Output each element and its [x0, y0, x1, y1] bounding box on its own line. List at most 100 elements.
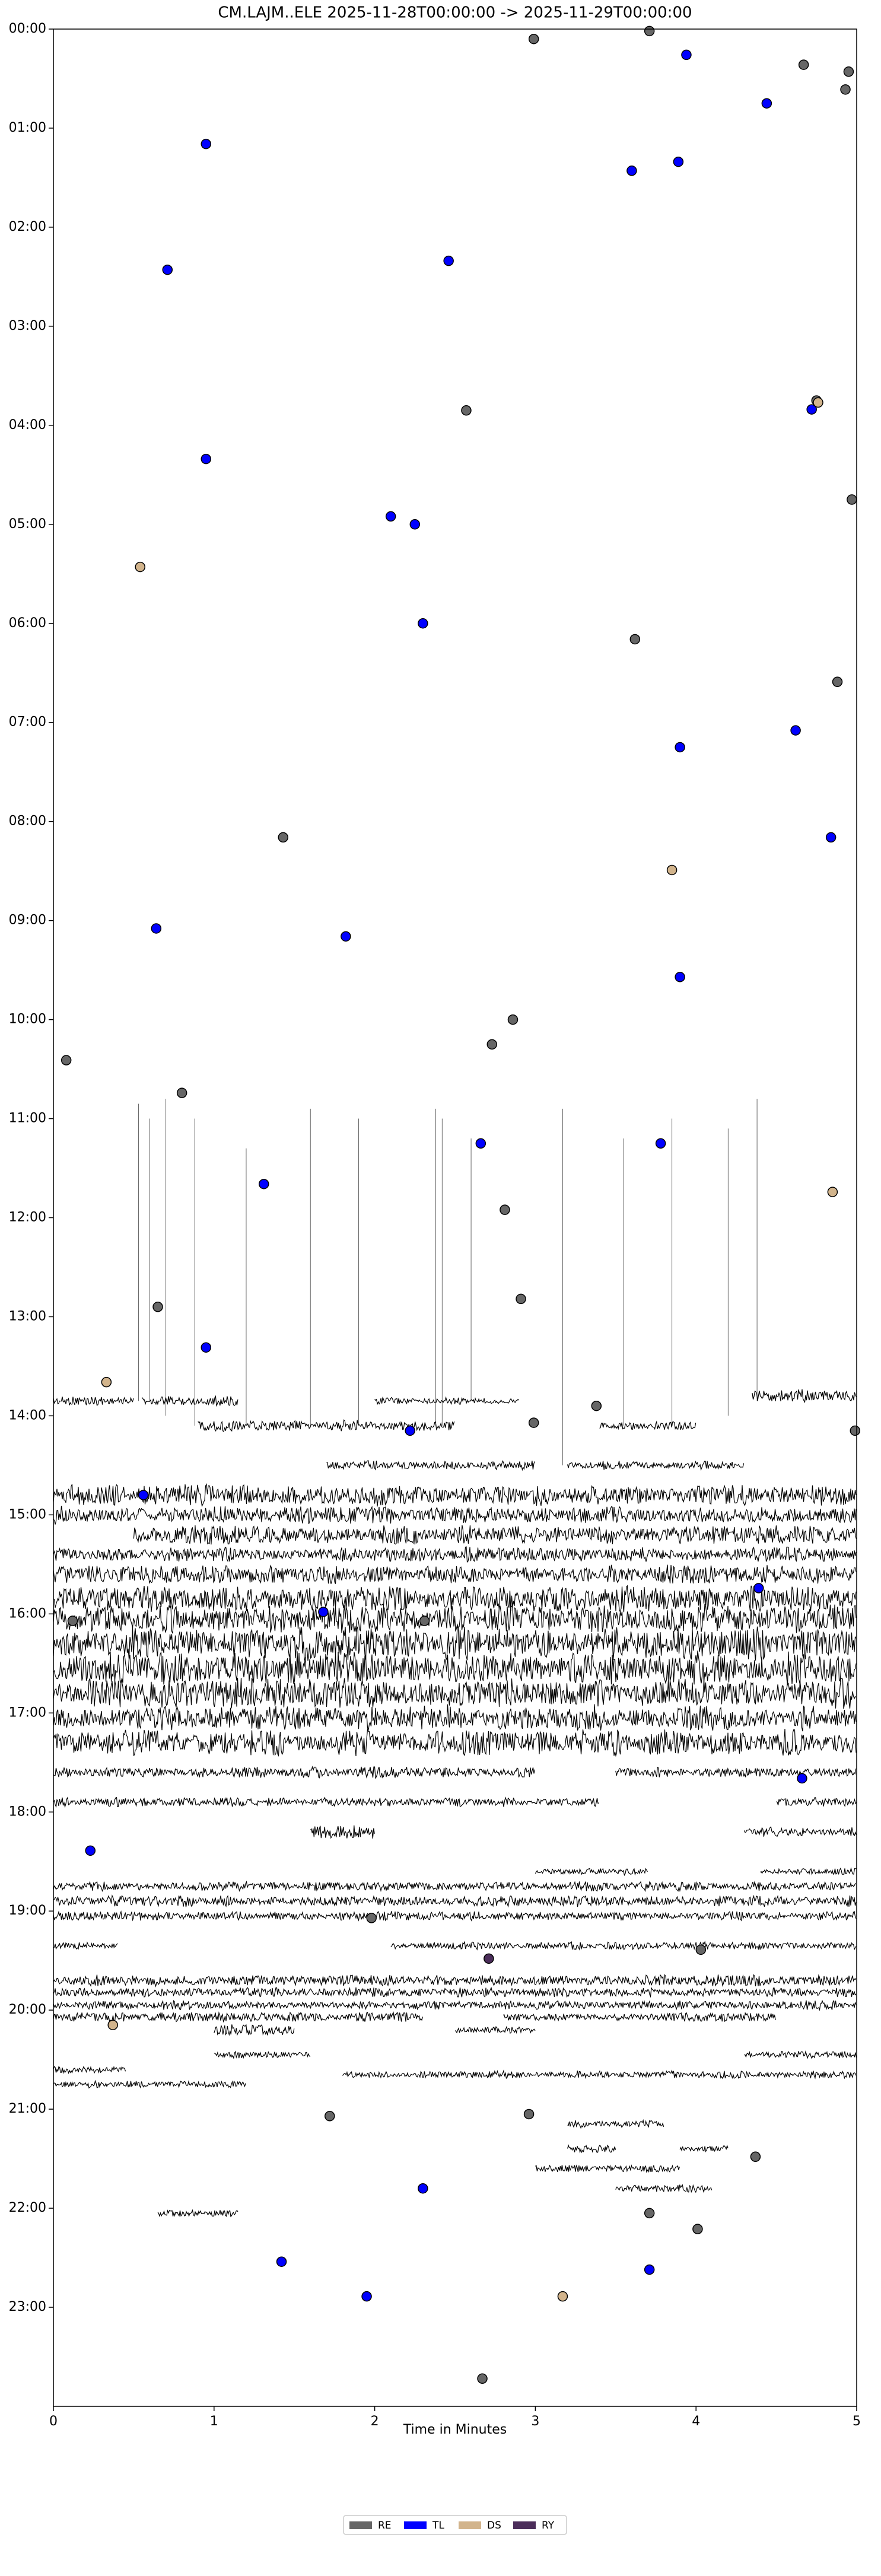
event-marker: [486, 1039, 498, 1050]
y-tick-label: 06:00: [9, 616, 46, 631]
waveform-trace: [214, 2024, 295, 2036]
waveform-trace: [743, 1826, 857, 1837]
y-tick-label: 04:00: [9, 418, 46, 432]
event-marker: [418, 618, 428, 629]
event-marker: [135, 561, 145, 573]
y-tick-label: 19:00: [9, 1903, 46, 1918]
event-marker: [325, 2111, 335, 2122]
waveform-trace: [53, 1505, 857, 1525]
event-marker: [361, 2291, 372, 2302]
y-tick-label: 02:00: [9, 220, 46, 234]
waveform-trace: [752, 1389, 857, 1404]
event-marker: [507, 1014, 519, 1025]
plot-area: [53, 26, 861, 2384]
event-marker: [528, 1417, 539, 1428]
waveform-trace: [157, 2209, 238, 2218]
event-marker: [484, 1953, 494, 1964]
waveform-trace: [776, 1797, 857, 1808]
event-marker: [258, 1178, 269, 1190]
event-marker: [85, 1845, 96, 1856]
event-marker: [813, 397, 823, 408]
event-marker: [557, 2291, 568, 2302]
waveform-trace: [679, 2144, 729, 2153]
x-axis-label: Time in Minutes: [403, 2422, 507, 2437]
waveform-trace: [53, 1704, 857, 1732]
waveform-trace: [198, 1419, 455, 1432]
x-tick-label: 0: [49, 2414, 58, 2429]
waveform-trace: [53, 1910, 857, 1922]
waveform-trace: [326, 1460, 535, 1471]
x-tick-label: 4: [692, 2414, 700, 2429]
waveform-trace: [141, 1395, 238, 1407]
x-tick-label: 1: [210, 2414, 218, 2429]
event-marker: [675, 972, 685, 982]
x-tick-label: 3: [531, 2414, 539, 2429]
event-marker: [790, 725, 801, 736]
event-marker: [827, 1187, 838, 1197]
event-marker: [366, 1913, 377, 1923]
waveform-trace: [53, 1650, 857, 1685]
event-marker: [840, 84, 851, 95]
waveform-trace: [53, 1999, 857, 2011]
event-marker: [176, 1087, 187, 1098]
waveform-trace: [53, 1585, 857, 1613]
y-tick-label: 03:00: [9, 319, 46, 333]
event-marker: [629, 634, 641, 645]
waveform-trace: [567, 2144, 616, 2154]
event-marker: [666, 864, 678, 876]
waveform-trace: [53, 1986, 857, 1998]
event-marker: [162, 264, 173, 275]
y-tick-label: 16:00: [9, 1606, 46, 1621]
legend-label: RY: [542, 2520, 555, 2532]
y-tick-label: 05:00: [9, 517, 46, 532]
waveform-trace: [53, 1880, 857, 1893]
event-marker: [341, 931, 351, 942]
event-marker: [750, 2151, 761, 2162]
event-marker: [477, 2373, 488, 2384]
waveform-trace: [374, 1396, 520, 1405]
event-marker: [523, 2108, 535, 2120]
event-marker: [61, 1055, 72, 1066]
y-tick-label: 22:00: [9, 2200, 46, 2215]
event-marker: [681, 49, 692, 61]
event-marker: [138, 1490, 149, 1500]
legend-swatch: [404, 2521, 427, 2529]
waveform-trace: [615, 2184, 713, 2193]
legend: RE TL DS RY: [343, 2515, 567, 2535]
chart-title: CM.LAJM..ELE 2025-11-28T00:00:00 -> 2025…: [218, 4, 692, 22]
event-marker: [278, 832, 288, 843]
legend-swatch: [513, 2521, 536, 2529]
event-marker: [843, 66, 854, 77]
waveform-trace: [53, 1728, 857, 1757]
event-marker: [409, 519, 421, 530]
waveform-trace: [567, 2119, 664, 2129]
event-marker: [405, 1425, 415, 1436]
waveform-trace: [760, 1867, 857, 1876]
waveform-trace: [502, 2012, 776, 2022]
waveform-trace: [53, 1894, 857, 1908]
waveform-trace: [744, 2050, 857, 2060]
event-marker: [797, 1773, 807, 1784]
waveform-trace: [53, 1564, 857, 1585]
waveform-trace: [53, 2011, 424, 2023]
event-marker: [825, 832, 837, 843]
waveform-trace: [133, 1525, 857, 1545]
event-marker: [832, 676, 843, 688]
waveform-trace: [53, 1974, 857, 1988]
event-marker: [101, 1376, 112, 1388]
waveform-trace: [535, 2164, 680, 2173]
y-tick-label: 13:00: [9, 1309, 46, 1324]
waveform-trace: [342, 2069, 857, 2079]
event-marker: [673, 156, 684, 167]
waveform-trace: [214, 2050, 311, 2059]
event-marker: [461, 405, 472, 416]
event-marker: [443, 255, 454, 266]
event-marker: [806, 404, 817, 415]
waveform-trace: [53, 1483, 857, 1508]
waveform-trace: [310, 1825, 375, 1839]
waveform-trace: [53, 1604, 857, 1634]
waveform-trace: [53, 1546, 857, 1563]
waveform-trace: [53, 2079, 246, 2089]
